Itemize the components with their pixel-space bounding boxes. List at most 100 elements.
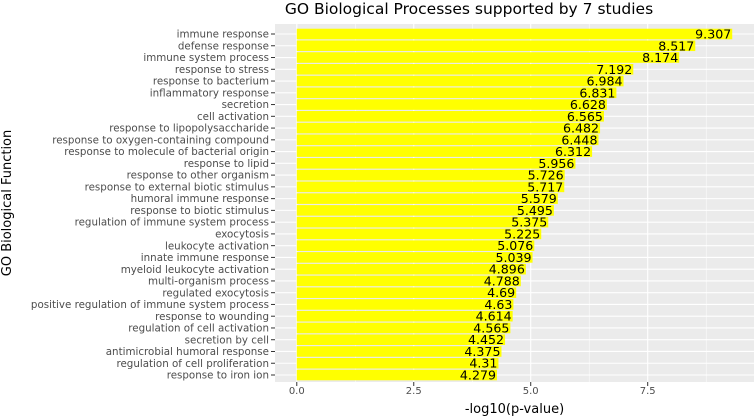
y-tick-label: inflammatory response bbox=[150, 87, 269, 99]
data-label: 4.279 bbox=[460, 368, 496, 383]
data-label: 9.307 bbox=[695, 27, 731, 42]
bar bbox=[296, 263, 526, 275]
data-label: 6.565 bbox=[567, 109, 603, 124]
data-label: 5.076 bbox=[497, 238, 533, 253]
x-tick-label: 5.0 bbox=[523, 386, 539, 397]
bar bbox=[296, 205, 554, 216]
data-label: 5.726 bbox=[528, 168, 564, 183]
bar bbox=[296, 369, 497, 381]
data-label: 4.69 bbox=[487, 285, 515, 300]
data-label: 4.614 bbox=[476, 309, 512, 324]
data-label: 4.788 bbox=[484, 273, 520, 288]
bar bbox=[296, 275, 521, 287]
bar bbox=[296, 252, 533, 263]
y-tick-label: multi-organism process bbox=[148, 276, 269, 288]
data-label: 4.63 bbox=[484, 297, 512, 312]
data-label: 4.452 bbox=[468, 332, 504, 347]
data-label: 7.192 bbox=[596, 62, 632, 77]
bar bbox=[296, 111, 604, 122]
y-tick-label: regulation of cell proliferation bbox=[116, 358, 269, 370]
y-tick-label: response to lipopolysaccharide bbox=[109, 123, 269, 135]
y-tick-label: immune response bbox=[177, 29, 269, 41]
bar bbox=[296, 28, 733, 40]
y-tick-label: response to molecule of bacterial origin bbox=[64, 146, 269, 158]
y-tick-label: regulation of cell activation bbox=[128, 323, 269, 335]
y-tick-label: response to iron ion bbox=[167, 370, 269, 382]
bar bbox=[296, 146, 593, 157]
bar bbox=[296, 122, 601, 134]
x-tick-labels: 0.0 2.5 5.0 7.5 bbox=[289, 382, 656, 397]
data-label: 5.579 bbox=[521, 191, 557, 206]
x-tick-label: 0.0 bbox=[289, 386, 305, 397]
y-tick-label: response to oxygen-containing compound bbox=[52, 134, 269, 146]
y-tick-label: humoral immune response bbox=[131, 193, 269, 205]
data-label: 5.956 bbox=[538, 156, 574, 171]
data-label: 5.495 bbox=[517, 203, 553, 218]
data-label: 4.375 bbox=[464, 344, 500, 359]
bar bbox=[296, 63, 634, 75]
bar bbox=[296, 287, 517, 298]
bar bbox=[296, 228, 542, 240]
x-tick-label: 7.5 bbox=[640, 386, 656, 397]
bar bbox=[296, 40, 696, 52]
bar bbox=[296, 193, 558, 204]
data-label: 5.225 bbox=[504, 226, 540, 241]
y-tick-label: myeloid leukocyte activation bbox=[121, 264, 269, 276]
y-tick-label: defense response bbox=[178, 40, 269, 52]
bar bbox=[296, 87, 617, 99]
y-tick-label: regulated exocytosis bbox=[162, 287, 269, 299]
data-label: 8.517 bbox=[658, 38, 694, 53]
y-tick-label: secretion bbox=[222, 99, 269, 111]
y-tick-label: cell activation bbox=[197, 111, 269, 123]
bar bbox=[296, 346, 502, 357]
y-tick-label: response to external biotic stimulus bbox=[85, 181, 269, 193]
data-label: 6.482 bbox=[563, 121, 599, 136]
data-label: 5.717 bbox=[527, 179, 563, 194]
data-label: 6.831 bbox=[579, 85, 615, 100]
bar bbox=[296, 240, 535, 251]
data-label: 4.31 bbox=[469, 356, 497, 371]
y-tick-label: response to biotic stimulus bbox=[130, 205, 269, 217]
y-tick-label: immune system process bbox=[143, 52, 269, 64]
y-tick-label: response to other organism bbox=[127, 170, 269, 182]
bars-group bbox=[296, 28, 733, 381]
y-axis-title: GO Biological Function bbox=[0, 130, 15, 277]
y-tick-label: response to wounding bbox=[155, 311, 269, 323]
bar bbox=[296, 299, 514, 310]
bar bbox=[296, 99, 607, 110]
y-tick-label: response to lipid bbox=[184, 158, 269, 170]
data-label: 8.174 bbox=[642, 50, 678, 65]
bar bbox=[296, 52, 680, 63]
bar bbox=[296, 357, 499, 369]
data-label: 4.565 bbox=[473, 320, 509, 335]
data-label: 6.312 bbox=[555, 144, 591, 159]
bar bbox=[296, 181, 565, 193]
y-tick-label: leukocyte activation bbox=[165, 240, 269, 252]
bar bbox=[296, 75, 624, 87]
bar bbox=[296, 334, 506, 346]
y-tick-label: antimicrobial humoral response bbox=[106, 346, 269, 358]
data-label: 5.375 bbox=[511, 215, 547, 230]
data-label: 6.628 bbox=[570, 97, 606, 112]
bar bbox=[296, 158, 576, 169]
data-label: 5.039 bbox=[495, 250, 531, 265]
y-tick-label: response to stress bbox=[175, 64, 269, 76]
y-tick-label: exocytosis bbox=[215, 228, 269, 240]
data-label: 6.448 bbox=[561, 132, 597, 147]
x-axis-title: -log10(p-value) bbox=[465, 402, 564, 417]
bar bbox=[296, 169, 565, 181]
y-tick-label: secretion by cell bbox=[185, 334, 269, 346]
y-tick-label: innate immune response bbox=[141, 252, 269, 264]
y-tick-label: response to bacterium bbox=[153, 76, 269, 88]
data-label: 6.984 bbox=[586, 74, 622, 89]
data-label: 4.896 bbox=[489, 262, 525, 277]
bar bbox=[296, 322, 511, 334]
y-tick-label: positive regulation of immune system pro… bbox=[31, 299, 269, 311]
bar bbox=[296, 310, 513, 322]
y-tick-label: regulation of immune system process bbox=[75, 217, 269, 229]
chart-title: GO Biological Processes supported by 7 s… bbox=[285, 0, 653, 18]
bar bbox=[296, 134, 599, 146]
